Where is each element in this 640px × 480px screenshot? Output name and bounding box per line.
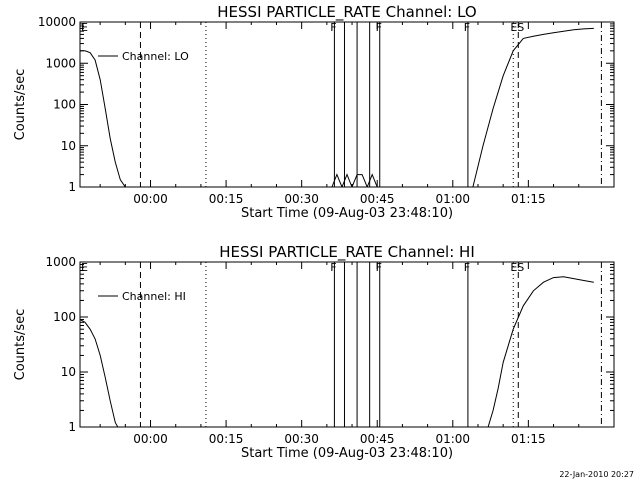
panel2-marker-label: F <box>376 261 382 274</box>
panel1-chart: HESSI PARTICLE_RATE Channel: LO 00:00 00:1… <box>13 3 615 221</box>
panel1-x-axis-label: Start Time (09-Aug-03 23:48:10) <box>241 206 453 221</box>
panel1-y-tick-label: 100 <box>53 98 76 112</box>
panel2-title: HESSI PARTICLE_RATE Channel: HI <box>219 243 475 262</box>
panel1-marker-label: F <box>464 21 470 34</box>
panel1-y-axis-label: Counts/sec <box>13 69 28 141</box>
panel2-x-tick-label: 00:30 <box>284 432 319 446</box>
panel1-marker-label: E <box>81 21 88 34</box>
panel1-series-line <box>472 27 594 187</box>
panel1-marker-label: F <box>376 21 382 34</box>
panel1-marker-label: ES <box>510 21 524 34</box>
panel1-x-tick-label: 00:45 <box>360 192 395 206</box>
panel2-x-tick-label: 00:45 <box>360 432 395 446</box>
panel2-x-tick-label: 00:15 <box>209 432 244 446</box>
panel1-x-tick-label: 01:00 <box>435 192 470 206</box>
panel2-legend-label: Channel: HI <box>122 290 186 303</box>
panel1-y-tick-label: 10 <box>61 139 76 153</box>
panel2-chart: HESSI PARTICLE_RATE Channel: HI 00:00 00:1… <box>13 243 615 461</box>
panel1-marker-label: F <box>330 21 336 34</box>
panel2-marker-label: ES <box>510 261 524 274</box>
panel2-y-tick-label: 1000 <box>45 255 76 269</box>
panel1-series-line <box>80 50 131 187</box>
panel1-y-tick-label: 1 <box>68 180 76 194</box>
panel2-y-tick-label: 10 <box>61 365 76 379</box>
panel1-x-tick-label: 00:00 <box>133 192 168 206</box>
panel1-series-line <box>331 173 383 187</box>
panel2-y-axis-label: Counts/sec <box>13 309 28 381</box>
panel2-series-line <box>487 276 594 427</box>
panel1-x-tick-label: 00:15 <box>209 192 244 206</box>
panel1-legend-label: Channel: LO <box>122 50 189 63</box>
panel2-y-tick-label: 100 <box>53 310 76 324</box>
panel1-x-tick-label: 00:30 <box>284 192 319 206</box>
panel2-series-line <box>80 319 119 427</box>
panel2-x-axis-label: Start Time (09-Aug-03 23:48:10) <box>241 446 453 461</box>
panel2-marker-label: E <box>81 261 88 274</box>
panel2-marker-label: F <box>464 261 470 274</box>
panel2-marker-label: F <box>330 261 336 274</box>
panel2-y-tick-label: 1 <box>68 420 76 434</box>
panel2-x-tick-label: 01:00 <box>435 432 470 446</box>
panel2-x-tick-label: 00:00 <box>133 432 168 446</box>
panel1-x-tick-label: 01:15 <box>511 192 546 206</box>
timestamp: 22-Jan-2010 20:27 <box>559 470 634 479</box>
panel1-title: HESSI PARTICLE_RATE Channel: LO <box>217 3 476 22</box>
panel1-y-tick-label: 1000 <box>45 56 76 70</box>
panel2-x-tick-label: 01:15 <box>511 432 546 446</box>
panel1-y-tick-label: 10000 <box>38 15 76 29</box>
